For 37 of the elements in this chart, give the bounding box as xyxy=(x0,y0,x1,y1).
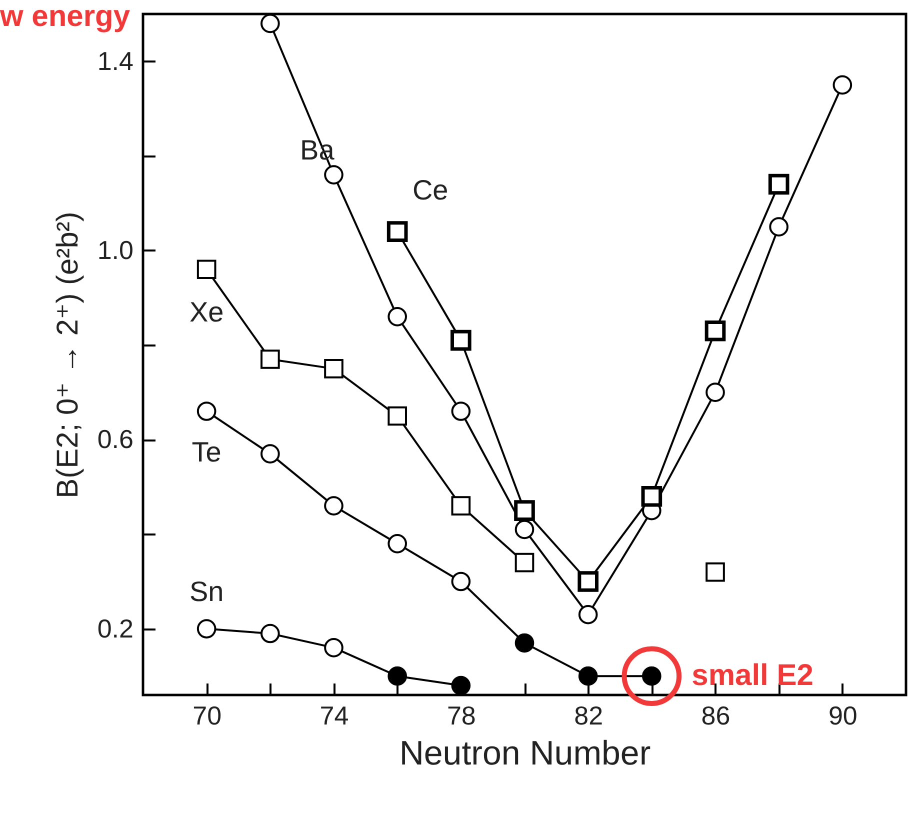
point xyxy=(641,486,662,507)
point xyxy=(706,562,725,582)
point xyxy=(388,406,407,426)
point xyxy=(260,350,280,369)
point xyxy=(578,571,598,592)
point xyxy=(514,633,534,653)
series-label: Ce xyxy=(412,174,448,206)
x-tick-label: 70 xyxy=(192,700,222,730)
x-tick-label: 74 xyxy=(320,700,349,730)
point xyxy=(450,330,472,351)
y-axis-title: B(E2; 0⁺ → 2⁺) (e²b²) xyxy=(51,212,84,498)
series-label: Sn xyxy=(189,576,224,607)
point xyxy=(578,666,598,686)
y-tick-label: 0.2 xyxy=(97,613,134,644)
series-label: Te xyxy=(192,436,222,468)
x-axis-title: Neutron Number xyxy=(399,734,651,772)
y-tick-label: 0.6 xyxy=(97,424,134,454)
x-tick-label: 82 xyxy=(574,700,604,730)
point xyxy=(768,174,790,195)
point xyxy=(196,260,216,280)
y-tick-label: 1.4 xyxy=(97,46,134,76)
text: w energy xyxy=(0,0,130,34)
series-label: Xe xyxy=(189,296,224,328)
point xyxy=(514,500,535,521)
x-tick-label: 86 xyxy=(701,700,730,730)
x-tick-label: 78 xyxy=(446,700,476,730)
point xyxy=(388,666,407,686)
x-tick-label: 90 xyxy=(828,700,858,730)
point xyxy=(704,320,726,342)
point xyxy=(386,221,408,242)
point xyxy=(514,552,534,572)
point xyxy=(324,359,344,378)
annotation: small E2 xyxy=(692,659,814,692)
point xyxy=(451,676,471,696)
y-tick-label: 1.0 xyxy=(97,234,134,265)
point xyxy=(451,496,471,516)
point xyxy=(451,572,471,592)
